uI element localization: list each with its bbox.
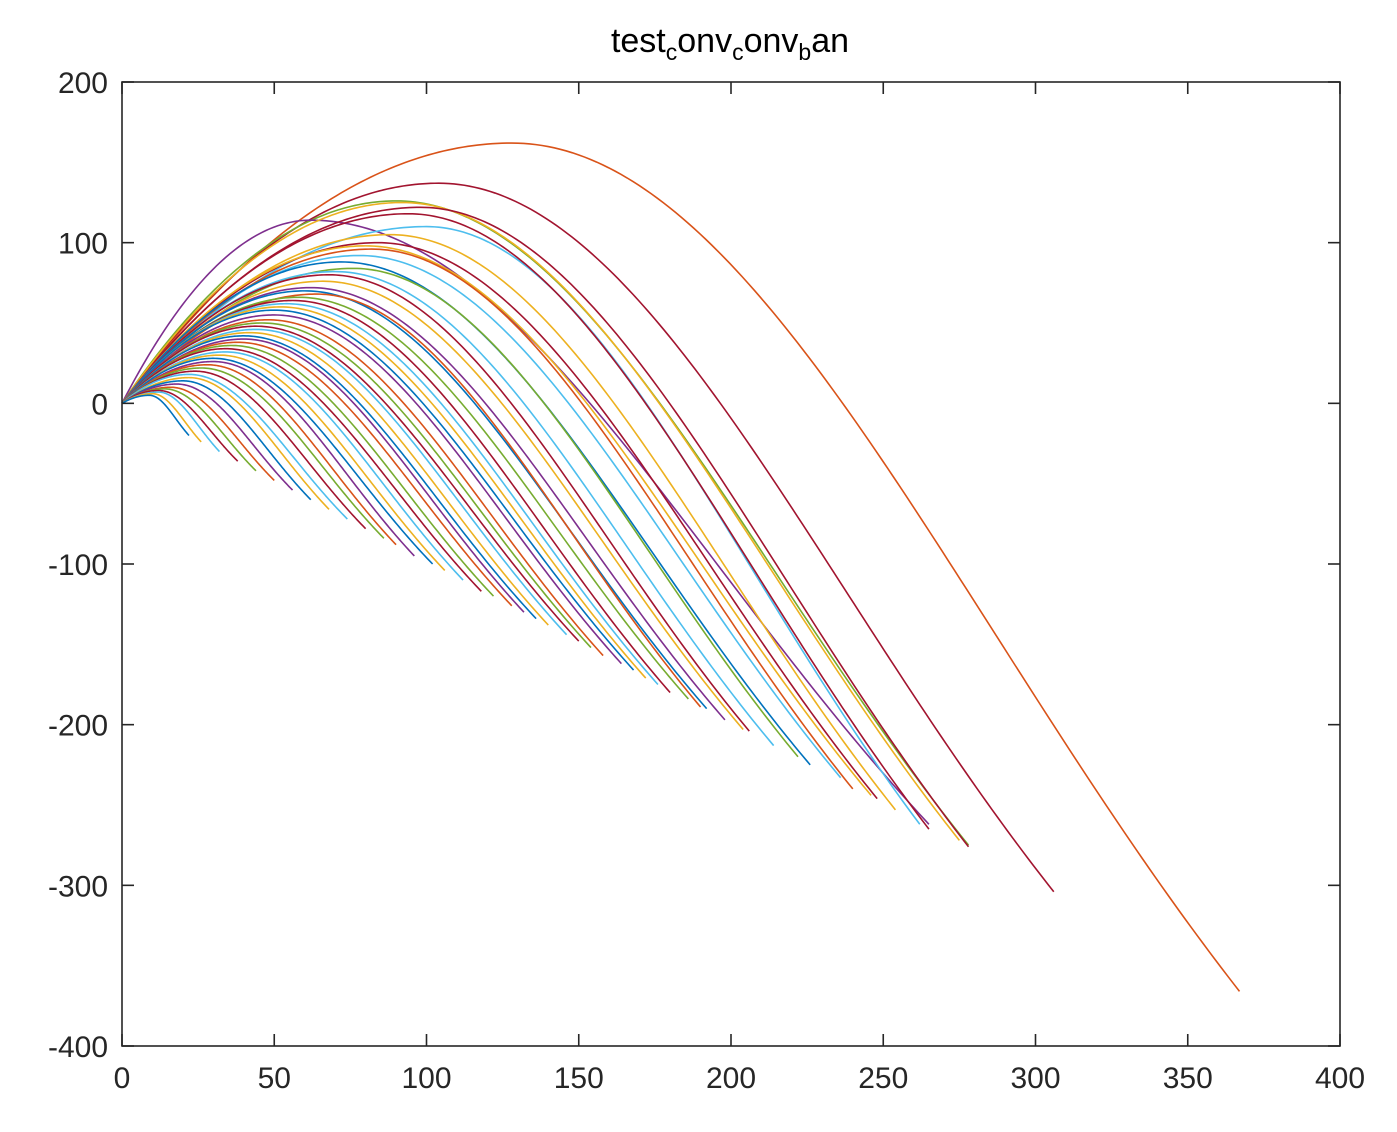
x-tick-label: 250 [858, 1062, 908, 1095]
plot-background [122, 82, 1340, 1046]
series-group [121, 142, 1241, 992]
series-line [121, 290, 708, 710]
x-tick-label: 350 [1163, 1062, 1213, 1095]
y-tick-label: -300 [48, 870, 108, 903]
y-tick-label: 200 [58, 67, 108, 100]
x-tick-label: 100 [401, 1062, 451, 1095]
title-part: an [811, 22, 849, 60]
y-tick-label: -200 [48, 710, 108, 743]
series-line [121, 376, 330, 510]
series-line [121, 241, 878, 800]
title-part: test [611, 22, 666, 60]
tick-labels-group: 0 50 100 150 200 250 300 350 400 -400 -300 -200 -100… [48, 67, 1365, 1095]
y-tick-label: 0 [91, 388, 108, 421]
title-part: onv [677, 22, 732, 60]
title-part: c [666, 39, 678, 65]
series-line [121, 394, 190, 437]
series-line [121, 142, 1241, 992]
series-line [121, 380, 312, 501]
series-line [121, 389, 239, 462]
series-line [121, 201, 961, 841]
series-line [121, 370, 367, 530]
series-line [121, 373, 348, 520]
series-line [121, 335, 537, 620]
series-line [121, 309, 635, 671]
title-part: onv [744, 22, 799, 60]
series-line [121, 261, 811, 766]
series-line [121, 383, 294, 491]
plot-area [121, 82, 1340, 1046]
series-line [121, 347, 482, 592]
series-line [121, 357, 434, 565]
y-tick-label: -100 [48, 549, 108, 582]
series-line [121, 273, 750, 732]
y-tick-label: -400 [48, 1031, 108, 1064]
series-line [121, 245, 872, 796]
x-tick-label: 400 [1315, 1062, 1365, 1095]
x-tick-label: 0 [114, 1062, 131, 1095]
series-line [121, 212, 930, 830]
ticks-group [121, 81, 1341, 1047]
series-line [121, 314, 622, 665]
series-line [121, 325, 580, 642]
title-part: c [732, 39, 744, 65]
x-tick-label: 50 [258, 1062, 291, 1095]
x-tick-label: 150 [554, 1062, 604, 1095]
y-tick-label: 100 [58, 228, 108, 261]
x-tick-label: 300 [1010, 1062, 1060, 1095]
title-part: b [798, 39, 811, 65]
chart-title: testconvconvban [611, 22, 849, 65]
x-tick-label: 200 [706, 1062, 756, 1095]
